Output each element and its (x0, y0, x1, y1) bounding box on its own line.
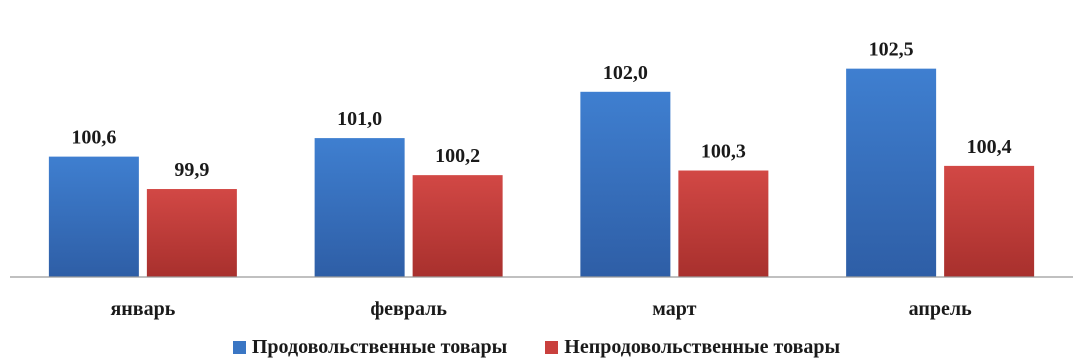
value-label-nonfood-0: 99,9 (174, 159, 209, 181)
bars-group (48, 68, 1035, 278)
bar-food-0 (48, 156, 139, 277)
category-label-2: март (652, 298, 696, 320)
value-label-food-3: 102,5 (869, 39, 914, 61)
bar-chart: 100,699,9101,0100,2102,0100,3102,5100,4 … (10, 39, 1073, 320)
category-label-1: февраль (370, 298, 447, 320)
category-label-3: апрель (909, 298, 972, 320)
bar-food-2 (580, 91, 671, 277)
category-label-0: январь (110, 298, 175, 320)
value-label-food-2: 102,0 (603, 62, 648, 84)
legend-swatch-food (232, 340, 246, 354)
bar-food-3 (846, 68, 937, 278)
value-label-food-1: 101,0 (337, 108, 382, 130)
value-label-food-0: 100,6 (71, 127, 116, 149)
bar-nonfood-1 (412, 175, 503, 277)
bar-nonfood-0 (146, 189, 237, 277)
legend-item-food: Продовольственные товары (232, 335, 508, 359)
legend-item-nonfood: Непродовольственные товары (545, 336, 840, 359)
value-labels-group: 100,6 99,9 101,0 100,2 102,0 100,3 102,5 100,4 (71, 39, 1011, 181)
legend-label-nonfood: Непродовольственные товары (564, 335, 841, 358)
value-label-nonfood-2: 100,3 (701, 141, 746, 163)
bar-nonfood-3 (944, 165, 1035, 277)
category-labels-group: январь февраль март апрель (110, 298, 972, 320)
legend: Продовольственные товары Непродовольстве… (0, 334, 1073, 360)
bar-food-1 (314, 138, 405, 277)
value-label-nonfood-3: 100,4 (967, 136, 1012, 158)
legend-label-food: Продовольственные товары (251, 335, 508, 358)
value-label-nonfood-1: 100,2 (435, 145, 480, 167)
legend-swatch-nonfood (545, 340, 559, 354)
bar-nonfood-2 (678, 170, 769, 277)
